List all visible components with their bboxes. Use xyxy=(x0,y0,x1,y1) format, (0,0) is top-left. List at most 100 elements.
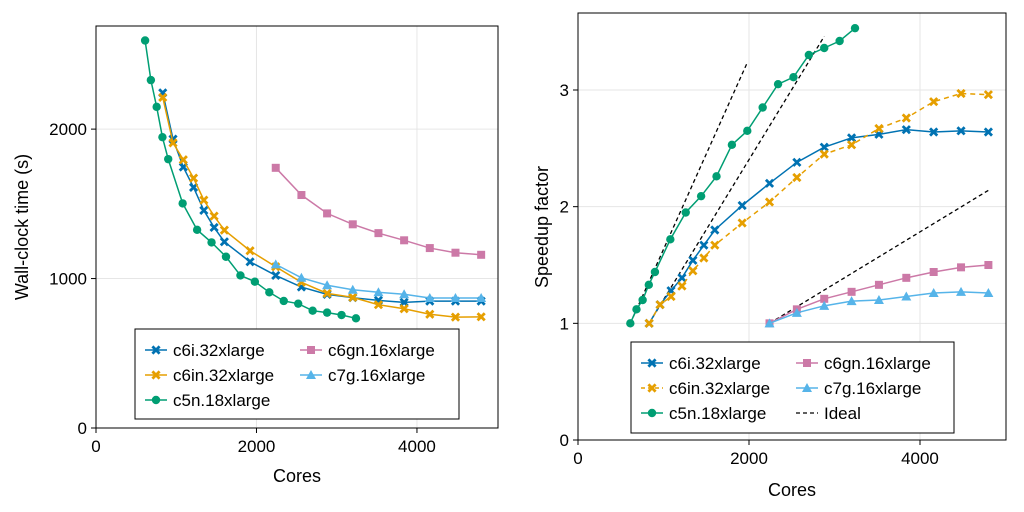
data-point xyxy=(221,252,231,261)
data-point xyxy=(140,36,150,45)
legend-entry: c7g.16xlarge xyxy=(796,379,921,398)
data-point xyxy=(688,255,698,265)
data-point xyxy=(146,75,156,85)
data-point xyxy=(400,236,409,245)
data-point xyxy=(399,289,410,299)
legend-marker xyxy=(151,345,161,355)
data-point xyxy=(322,280,333,290)
data-point xyxy=(178,155,188,165)
data-point xyxy=(666,291,676,302)
data-point xyxy=(450,292,461,302)
legend-marker xyxy=(306,370,316,379)
data-point xyxy=(712,172,721,181)
legend-entry: c6gn.16xlarge xyxy=(300,341,435,360)
data-point xyxy=(219,225,229,235)
legend-box xyxy=(630,341,955,434)
data-point xyxy=(297,191,306,200)
series-c5n-18xlarge xyxy=(626,23,860,328)
data-point xyxy=(476,312,486,322)
series-c6i-32xlarge xyxy=(644,125,993,328)
data-point xyxy=(901,125,911,135)
series-line xyxy=(648,92,989,324)
data-point xyxy=(347,284,358,294)
y-tick-label: 3 xyxy=(560,81,569,100)
data-point xyxy=(655,300,665,310)
data-point xyxy=(737,200,747,211)
data-point xyxy=(901,291,912,301)
data-point xyxy=(819,142,829,152)
legend-entry: c7g.16xlarge xyxy=(300,366,425,385)
data-point xyxy=(820,294,829,303)
data-point xyxy=(710,240,720,250)
ideal-line xyxy=(629,62,748,324)
data-point xyxy=(425,309,435,319)
x-tick-label: 0 xyxy=(573,449,582,468)
series-line xyxy=(769,264,989,325)
data-point xyxy=(773,79,783,89)
legend-label: c6i.32xlarge xyxy=(173,341,265,360)
data-point xyxy=(638,295,647,305)
data-point xyxy=(308,306,317,315)
data-point xyxy=(666,235,675,244)
data-point xyxy=(847,140,857,150)
legend-marker xyxy=(647,383,657,393)
data-point xyxy=(846,296,857,306)
data-point xyxy=(265,288,274,297)
y-tick-label: 2000 xyxy=(49,120,87,139)
data-point xyxy=(348,292,358,302)
data-point xyxy=(699,253,709,263)
data-point xyxy=(477,250,486,259)
data-point xyxy=(758,103,767,112)
data-point xyxy=(710,225,720,235)
series-line xyxy=(144,40,357,320)
x-tick-label: 2000 xyxy=(238,437,276,456)
data-point xyxy=(650,267,660,277)
data-point xyxy=(928,288,939,297)
y-tick-label: 1000 xyxy=(49,270,87,289)
data-point xyxy=(425,244,434,253)
plot-frame xyxy=(95,25,499,429)
data-point xyxy=(791,307,802,317)
data-point xyxy=(696,191,706,201)
legend-marker xyxy=(647,358,657,368)
legend-label: c5n.18xlarge xyxy=(173,391,270,410)
legend-marker xyxy=(151,395,161,405)
x-tick-label: 4000 xyxy=(901,449,939,468)
data-point xyxy=(424,292,435,302)
series-c6in-32xlarge xyxy=(644,88,993,328)
data-point xyxy=(804,50,814,60)
data-point xyxy=(164,154,173,164)
data-point xyxy=(236,271,245,280)
data-point xyxy=(929,127,939,137)
data-point xyxy=(450,312,461,322)
data-point xyxy=(192,225,202,235)
data-point xyxy=(873,295,884,304)
legend-entry: c6i.32xlarge xyxy=(145,341,265,360)
data-point xyxy=(699,240,709,250)
data-point xyxy=(188,173,199,183)
data-point xyxy=(929,97,939,107)
data-point xyxy=(168,138,178,148)
x-tick-label: 0 xyxy=(91,437,100,456)
legend-marker xyxy=(803,359,811,367)
data-point xyxy=(294,299,303,308)
data-point xyxy=(847,133,857,143)
data-point xyxy=(373,287,384,297)
legend-entry: Ideal xyxy=(796,404,861,423)
data-point xyxy=(158,92,168,103)
data-point xyxy=(850,23,860,33)
data-point xyxy=(874,123,884,134)
series-c5n-18xlarge xyxy=(140,36,361,323)
wall-clock-time-plot: 0 2000 4000 0 1000 2000 Cores Wall-clock time (… xyxy=(12,25,499,486)
legend-entry: c6in.32xlarge xyxy=(641,379,770,398)
data-point xyxy=(209,222,219,233)
legend-box xyxy=(134,328,460,420)
legend-label: c6gn.16xlarge xyxy=(824,354,931,373)
data-point xyxy=(476,292,487,302)
data-point xyxy=(956,88,966,99)
data-point xyxy=(178,199,187,208)
data-point xyxy=(271,163,280,172)
data-point xyxy=(351,314,361,323)
data-point xyxy=(984,261,993,269)
data-point xyxy=(323,209,332,218)
